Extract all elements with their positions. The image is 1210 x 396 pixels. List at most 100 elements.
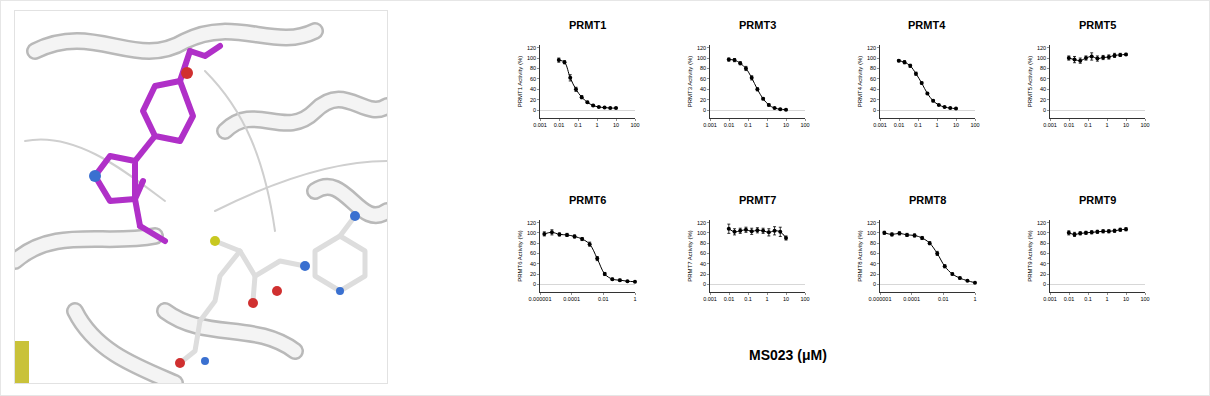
- svg-text:60: 60: [700, 76, 706, 82]
- svg-text:100: 100: [1140, 296, 1149, 302]
- svg-text:0.0001: 0.0001: [563, 296, 580, 302]
- svg-text:0.001: 0.001: [1043, 296, 1057, 302]
- svg-text:PRMT1: PRMT1: [569, 19, 606, 31]
- svg-text:0.01: 0.01: [1064, 122, 1075, 128]
- svg-text:PRMT9: PRMT9: [1079, 194, 1116, 206]
- svg-text:0.001: 0.001: [873, 122, 887, 128]
- svg-text:80: 80: [1040, 240, 1046, 246]
- svg-text:0.01: 0.01: [894, 122, 905, 128]
- svg-text:1: 1: [1105, 296, 1108, 302]
- svg-text:100: 100: [527, 55, 536, 61]
- svg-text:0.1: 0.1: [1084, 122, 1092, 128]
- svg-text:PRMT8 Activity (%): PRMT8 Activity (%): [857, 230, 863, 282]
- svg-text:PRMT3 Activity (%): PRMT3 Activity (%): [687, 56, 693, 108]
- svg-text:1: 1: [935, 122, 938, 128]
- svg-text:100: 100: [697, 55, 706, 61]
- svg-text:120: 120: [867, 45, 876, 51]
- svg-text:20: 20: [700, 97, 706, 103]
- svg-text:PRMT4 Activity (%): PRMT4 Activity (%): [857, 56, 863, 108]
- svg-text:1: 1: [1105, 122, 1108, 128]
- svg-text:PRMT7 Activity (%): PRMT7 Activity (%): [687, 230, 693, 282]
- svg-text:0.1: 0.1: [574, 122, 582, 128]
- svg-text:40: 40: [700, 261, 706, 267]
- svg-text:0.1: 0.1: [914, 122, 922, 128]
- svg-text:100: 100: [867, 230, 876, 236]
- svg-text:20: 20: [530, 271, 536, 277]
- svg-text:PRMT9 Activity (%): PRMT9 Activity (%): [1027, 230, 1033, 282]
- svg-text:20: 20: [700, 271, 706, 277]
- svg-text:1: 1: [973, 296, 976, 302]
- svg-text:PRMT3: PRMT3: [739, 19, 776, 31]
- svg-text:PRMT1 Activity (%): PRMT1 Activity (%): [517, 56, 523, 108]
- svg-text:80: 80: [530, 65, 536, 71]
- svg-text:0.1: 0.1: [744, 296, 752, 302]
- svg-text:40: 40: [530, 86, 536, 92]
- svg-text:PRMT4: PRMT4: [908, 19, 946, 31]
- svg-text:PRMT8: PRMT8: [909, 194, 946, 206]
- svg-text:120: 120: [1037, 219, 1046, 225]
- svg-text:0: 0: [533, 281, 536, 287]
- svg-text:0: 0: [703, 281, 706, 287]
- svg-text:100: 100: [1037, 55, 1046, 61]
- svg-text:20: 20: [1040, 97, 1046, 103]
- svg-text:0: 0: [703, 107, 706, 113]
- svg-text:0: 0: [1043, 107, 1046, 113]
- svg-text:10: 10: [953, 122, 959, 128]
- svg-text:40: 40: [530, 261, 536, 267]
- svg-text:40: 40: [870, 261, 876, 267]
- svg-text:120: 120: [697, 219, 706, 225]
- svg-text:PRMT5: PRMT5: [1079, 19, 1116, 31]
- svg-text:0.0001: 0.0001: [903, 296, 920, 302]
- svg-text:0.001: 0.001: [533, 122, 547, 128]
- svg-text:40: 40: [1040, 261, 1046, 267]
- svg-text:0.01: 0.01: [724, 296, 735, 302]
- svg-text:0.000001: 0.000001: [529, 296, 552, 302]
- svg-text:0.01: 0.01: [1064, 296, 1075, 302]
- svg-text:0: 0: [533, 107, 536, 113]
- svg-text:PRMT5 Activity (%): PRMT5 Activity (%): [1027, 56, 1033, 108]
- svg-text:0.1: 0.1: [1084, 296, 1092, 302]
- svg-text:60: 60: [700, 250, 706, 256]
- svg-text:MS023 (μM): MS023 (μM): [749, 347, 827, 363]
- svg-text:120: 120: [527, 219, 536, 225]
- svg-text:60: 60: [530, 76, 536, 82]
- svg-text:PRMT6 Activity (%): PRMT6 Activity (%): [517, 230, 523, 282]
- svg-text:80: 80: [870, 240, 876, 246]
- svg-text:0: 0: [873, 107, 876, 113]
- svg-text:20: 20: [870, 97, 876, 103]
- svg-text:0.01: 0.01: [598, 296, 609, 302]
- svg-text:80: 80: [530, 240, 536, 246]
- svg-text:0.1: 0.1: [744, 122, 752, 128]
- svg-text:0.001: 0.001: [703, 122, 717, 128]
- svg-text:10: 10: [613, 122, 619, 128]
- svg-text:100: 100: [800, 296, 809, 302]
- svg-text:0.01: 0.01: [724, 122, 735, 128]
- svg-text:80: 80: [870, 65, 876, 71]
- svg-text:100: 100: [867, 55, 876, 61]
- svg-text:40: 40: [870, 86, 876, 92]
- svg-text:0: 0: [1043, 281, 1046, 287]
- svg-text:60: 60: [870, 76, 876, 82]
- svg-text:0: 0: [873, 281, 876, 287]
- svg-text:120: 120: [867, 219, 876, 225]
- svg-text:1: 1: [765, 122, 768, 128]
- svg-text:80: 80: [700, 65, 706, 71]
- svg-text:PRMT6: PRMT6: [569, 194, 606, 206]
- svg-text:0.001: 0.001: [1043, 122, 1057, 128]
- svg-text:80: 80: [1040, 65, 1046, 71]
- svg-text:120: 120: [697, 45, 706, 51]
- svg-text:100: 100: [970, 122, 979, 128]
- svg-text:60: 60: [1040, 250, 1046, 256]
- svg-text:100: 100: [527, 230, 536, 236]
- svg-text:1: 1: [765, 296, 768, 302]
- svg-text:40: 40: [700, 86, 706, 92]
- svg-text:20: 20: [1040, 271, 1046, 277]
- svg-text:120: 120: [527, 45, 536, 51]
- svg-text:40: 40: [1040, 86, 1046, 92]
- svg-text:0.01: 0.01: [554, 122, 565, 128]
- svg-text:100: 100: [800, 122, 809, 128]
- svg-text:PRMT7: PRMT7: [739, 194, 776, 206]
- svg-text:0.001: 0.001: [703, 296, 717, 302]
- svg-text:10: 10: [783, 122, 789, 128]
- svg-text:100: 100: [1037, 230, 1046, 236]
